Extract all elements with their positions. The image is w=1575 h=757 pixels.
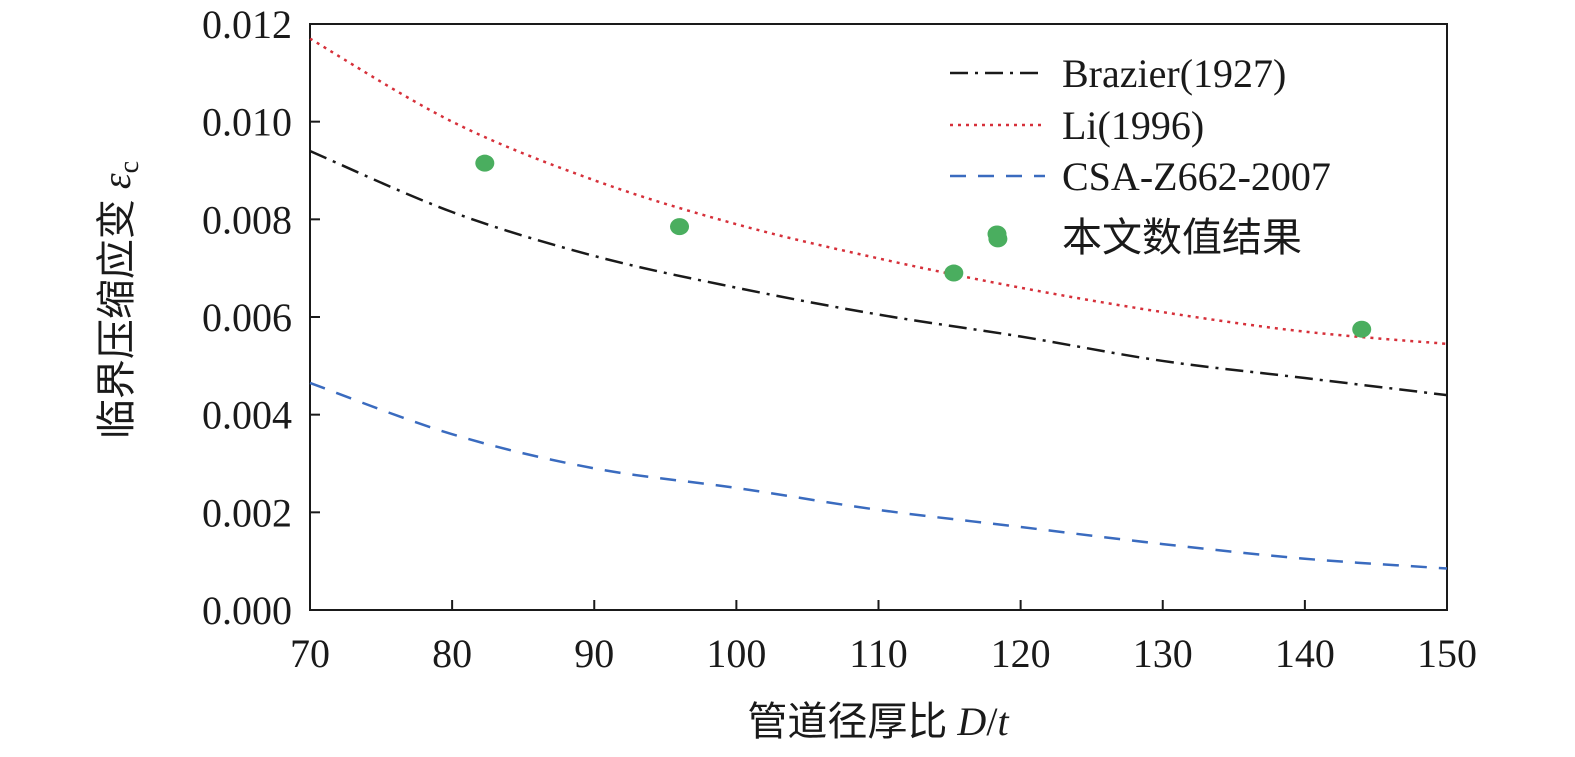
y-tick-label: 0.006 bbox=[202, 295, 292, 340]
legend-label: CSA-Z662-2007 bbox=[1062, 154, 1331, 199]
y-tick-label: 0.012 bbox=[202, 2, 292, 47]
data-point bbox=[475, 154, 495, 172]
plot-area bbox=[309, 23, 1448, 611]
plot-frame bbox=[309, 23, 1448, 611]
y-axis-title: 临界压缩应变 εc bbox=[94, 161, 145, 439]
x-tick-label: 100 bbox=[706, 631, 766, 676]
y-tick-label: 0.008 bbox=[202, 197, 292, 242]
y-tick-label: 0.004 bbox=[202, 393, 292, 438]
data-point bbox=[944, 264, 964, 282]
data-point bbox=[1352, 320, 1372, 338]
x-tick-label: 120 bbox=[991, 631, 1051, 676]
legend: Brazier(1927) Li(1996) CSA-Z662-2007 本文数值结果 bbox=[950, 51, 1331, 260]
y-axis-title-sub: c bbox=[114, 161, 145, 173]
x-tick-label: 130 bbox=[1133, 631, 1193, 676]
x-axis-title-sep: / bbox=[986, 699, 998, 744]
y-axis: 0.000 0.002 0.004 0.006 0.008 0.010 0.012 bbox=[202, 2, 320, 633]
x-tick-label: 150 bbox=[1417, 631, 1477, 676]
legend-label: Brazier(1927) bbox=[1062, 51, 1286, 96]
y-tick-label: 0.010 bbox=[202, 100, 292, 145]
y-tick-label: 0.000 bbox=[202, 588, 292, 633]
x-axis-title-var: D bbox=[956, 699, 986, 744]
series-line bbox=[309, 37, 1448, 346]
legend-marker bbox=[987, 225, 1007, 243]
x-tick-label: 110 bbox=[849, 631, 908, 676]
x-tick-label: 70 bbox=[290, 631, 330, 676]
series-layer bbox=[309, 37, 1448, 570]
y-axis-title-var: ε bbox=[94, 173, 139, 189]
series-line bbox=[309, 381, 1448, 570]
x-tick-label: 140 bbox=[1275, 631, 1335, 676]
y-tick-label: 0.002 bbox=[202, 490, 292, 535]
x-axis: 70 80 90 100 110 120 130 140 150 bbox=[290, 600, 1477, 676]
data-point bbox=[670, 218, 690, 236]
x-tick-label: 90 bbox=[574, 631, 614, 676]
x-axis-title-var2: t bbox=[997, 699, 1009, 744]
legend-label: Li(1996) bbox=[1062, 103, 1204, 148]
x-axis-title: 管道径厚比 D/t bbox=[747, 699, 1009, 744]
x-axis-title-text: 管道径厚比 bbox=[747, 699, 957, 744]
y-axis-title-text: 临界压缩应变 bbox=[94, 189, 139, 439]
x-tick-label: 80 bbox=[432, 631, 472, 676]
series-line bbox=[309, 149, 1448, 397]
legend-label: 本文数值结果 bbox=[1062, 215, 1302, 260]
